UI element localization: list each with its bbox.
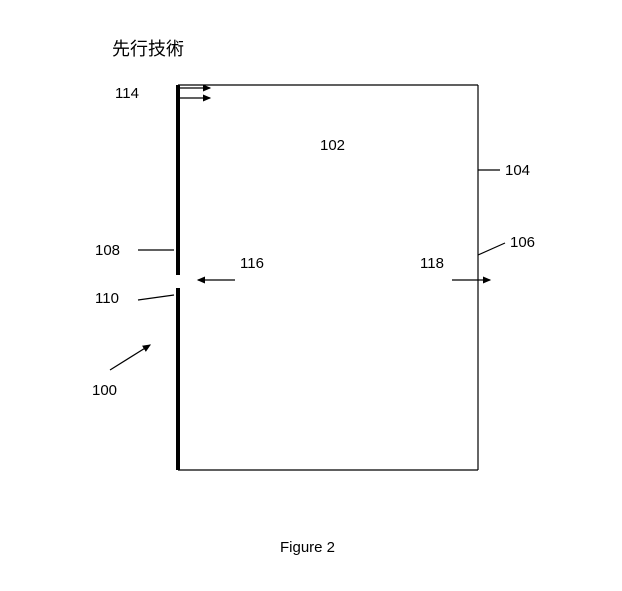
label-106: 106 [510, 234, 535, 251]
label-110: 110 [95, 290, 119, 307]
geometry-group [110, 85, 505, 470]
label-114: 114 [115, 85, 139, 102]
label-108: 108 [95, 242, 120, 259]
title-cjk: 先行技術 [112, 39, 184, 59]
label-102: 102 [320, 137, 345, 154]
label-116: 116 [240, 255, 264, 272]
tick-106 [478, 243, 505, 255]
arrow-100 [110, 345, 150, 370]
label-118: 118 [420, 255, 444, 272]
label-100: 100 [92, 382, 117, 399]
tick-110 [138, 295, 174, 300]
diagram-svg: 先行技術 114 102 104 106 108 110 116 118 100… [0, 0, 622, 591]
figure-caption: Figure 2 [280, 539, 335, 556]
label-104: 104 [505, 162, 530, 179]
